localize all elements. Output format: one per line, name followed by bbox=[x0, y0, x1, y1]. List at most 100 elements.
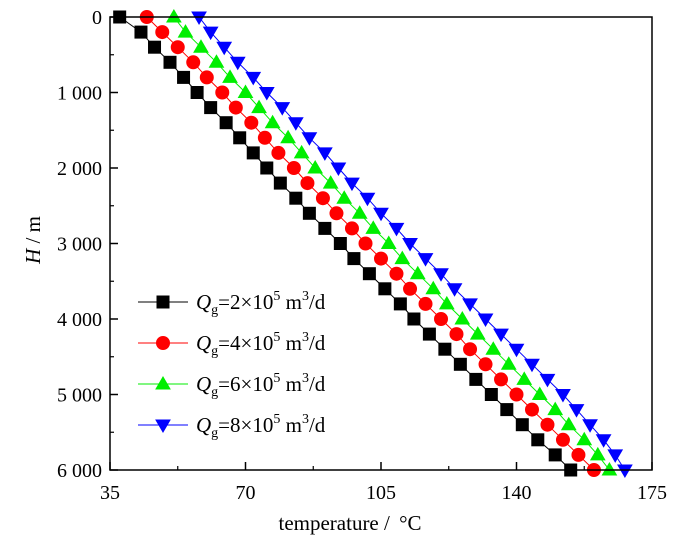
data-point bbox=[374, 251, 388, 266]
data-point bbox=[494, 372, 509, 387]
data-point bbox=[462, 298, 478, 312]
legend-item-4: Qg=8×105 m3/d bbox=[138, 412, 326, 441]
data-point bbox=[245, 71, 262, 86]
series-4 bbox=[191, 11, 633, 478]
data-point bbox=[531, 386, 548, 400]
data-point bbox=[229, 56, 246, 71]
data-point bbox=[485, 341, 502, 355]
data-point bbox=[148, 40, 162, 54]
data-point bbox=[271, 145, 286, 160]
data-point bbox=[568, 404, 585, 418]
data-point bbox=[347, 252, 361, 266]
data-point bbox=[365, 220, 382, 234]
legend-marker bbox=[155, 419, 171, 433]
data-point bbox=[177, 70, 191, 84]
data-point bbox=[454, 311, 471, 325]
data-point bbox=[524, 402, 539, 417]
data-point bbox=[425, 280, 442, 295]
data-point bbox=[422, 327, 436, 341]
data-point bbox=[418, 296, 433, 311]
data-point bbox=[388, 222, 405, 237]
data-point bbox=[222, 69, 238, 83]
data-point bbox=[251, 99, 267, 114]
series-3 bbox=[166, 9, 618, 476]
data-point bbox=[202, 26, 219, 41]
data-point bbox=[394, 250, 411, 265]
data-point bbox=[449, 327, 464, 342]
data-point bbox=[351, 205, 368, 219]
x-tick-label: 35 bbox=[100, 482, 120, 504]
data-point bbox=[300, 176, 315, 191]
data-point bbox=[403, 281, 418, 296]
data-point bbox=[524, 358, 540, 373]
data-point bbox=[318, 221, 332, 235]
data-point bbox=[293, 144, 310, 159]
data-point bbox=[199, 70, 214, 85]
data-point bbox=[191, 11, 207, 25]
data-point bbox=[228, 100, 243, 115]
data-point bbox=[134, 25, 148, 39]
data-point bbox=[601, 462, 618, 476]
series-1 bbox=[113, 10, 578, 477]
data-point bbox=[257, 130, 272, 145]
legend-marker bbox=[156, 295, 170, 309]
data-point bbox=[571, 447, 586, 462]
y-tick-label: 1 000 bbox=[57, 83, 102, 105]
data-point bbox=[453, 357, 467, 371]
data-point bbox=[216, 41, 233, 56]
legend: Qg=2×105 m3/d Qg=4×105 m3/d Qg=6×105 m3/d Q… bbox=[138, 289, 326, 441]
data-point bbox=[515, 418, 529, 432]
legend-label: Qg=6×105 m3/d bbox=[196, 371, 326, 400]
data-point bbox=[358, 236, 373, 251]
data-point bbox=[190, 86, 204, 99]
y-tick-label: 6 000 bbox=[57, 460, 102, 482]
data-point bbox=[402, 238, 418, 252]
series-2 bbox=[139, 10, 601, 477]
data-point bbox=[264, 114, 281, 129]
data-point bbox=[322, 175, 339, 189]
y-tick-label: 0 bbox=[92, 7, 102, 29]
data-point bbox=[333, 237, 347, 250]
data-point bbox=[344, 221, 359, 236]
data-point bbox=[617, 464, 633, 478]
data-point bbox=[582, 419, 598, 433]
data-point bbox=[516, 371, 533, 385]
data-point bbox=[595, 434, 612, 448]
data-point bbox=[307, 160, 324, 174]
data-point bbox=[204, 101, 218, 115]
data-point bbox=[233, 131, 247, 145]
data-point bbox=[555, 389, 571, 403]
data-point bbox=[163, 55, 177, 69]
legend-label: Qg=2×105 m3/d bbox=[196, 289, 326, 318]
data-point bbox=[170, 40, 185, 55]
data-point bbox=[166, 9, 182, 23]
data-point bbox=[463, 342, 478, 357]
data-point bbox=[336, 190, 353, 204]
data-point bbox=[362, 267, 376, 281]
data-point bbox=[547, 401, 564, 416]
data-point bbox=[260, 161, 274, 175]
data-point bbox=[539, 373, 556, 388]
x-axis-title: temperature / °C bbox=[278, 511, 421, 535]
data-point bbox=[287, 117, 304, 131]
data-point bbox=[219, 116, 233, 130]
data-point bbox=[417, 253, 434, 267]
legend-item-1: Qg=2×105 m3/d bbox=[138, 289, 326, 318]
data-point bbox=[380, 235, 397, 249]
x-tick-label: 140 bbox=[502, 482, 532, 504]
y-tick-label: 3 000 bbox=[57, 234, 102, 256]
data-point bbox=[258, 87, 275, 101]
data-point bbox=[246, 146, 260, 160]
data-point bbox=[273, 176, 287, 190]
x-tick-label: 105 bbox=[366, 482, 396, 504]
data-point bbox=[344, 177, 360, 192]
data-point bbox=[434, 312, 449, 326]
data-point bbox=[500, 403, 514, 417]
data-point bbox=[193, 39, 209, 53]
data-point bbox=[433, 268, 449, 282]
data-point bbox=[316, 147, 333, 161]
data-point bbox=[280, 129, 296, 144]
x-tick-label: 175 bbox=[637, 482, 667, 504]
plot-frame bbox=[109, 16, 653, 471]
